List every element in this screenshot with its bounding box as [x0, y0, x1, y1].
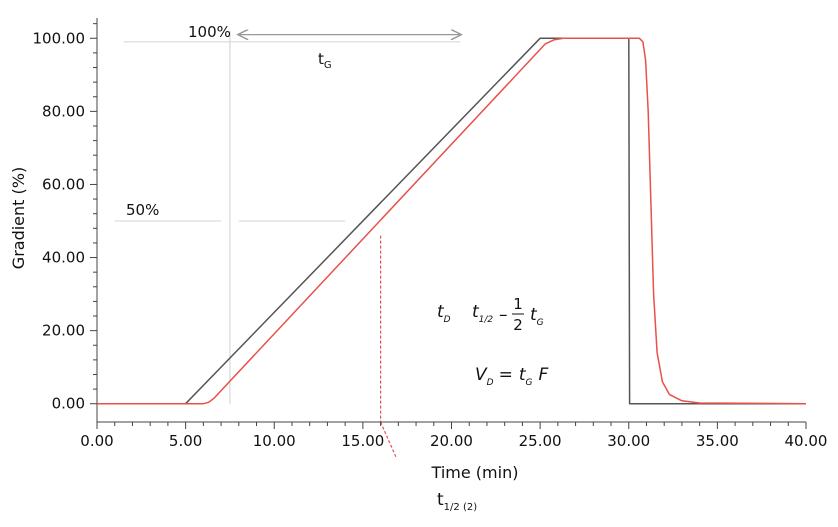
eq1-t: t [472, 302, 480, 322]
t-half-2-label: t1/2 (2) [437, 490, 477, 513]
t-half-2-t: t [437, 490, 444, 510]
y-tick-label: 0.00 [52, 395, 85, 413]
x-tick-label: 20.00 [430, 432, 473, 450]
eq2-equals: = [499, 365, 513, 385]
tg-sub: G [324, 60, 332, 71]
eq2-t-sub: G [526, 378, 533, 388]
x-tick-label: 15.00 [341, 432, 384, 450]
eq2-v-sub: D [487, 378, 494, 388]
eq1-t-sub: 1/2 [479, 315, 494, 325]
tg-t: t [318, 50, 324, 68]
y-axis-title: Gradient (%) [9, 167, 28, 269]
equation-vd: VD = tG F [475, 365, 548, 388]
label-50-percent: 50% [126, 201, 159, 219]
x-tick-label: 5.00 [169, 432, 202, 450]
x-axis-title: Time (min) [431, 463, 519, 482]
reference-lines [114, 31, 461, 459]
series-group [97, 37, 807, 405]
y-tick-label: 60.00 [42, 175, 85, 193]
y-tick-label: 100.00 [33, 29, 86, 47]
equation-fraction-numerator: 1 [513, 295, 523, 313]
eq2-v: V [475, 365, 488, 385]
y-tick-label: 80.00 [42, 102, 85, 120]
eq1-tg-sub: G [537, 318, 544, 328]
x-tick-label: 10.00 [253, 432, 296, 450]
label-100-percent: 100% [188, 23, 231, 41]
eq2-f: F [538, 365, 548, 385]
eq1-td-t: t [437, 302, 445, 322]
tg-label: tG [318, 50, 332, 71]
equation-t-half: t1/2 [472, 302, 493, 325]
x-tick-label: 30.00 [607, 432, 650, 450]
y-tick-label: 40.00 [42, 249, 85, 267]
eq1-td-sub: D [444, 315, 451, 325]
eq2-t: t [519, 365, 527, 385]
axes: 0.00 5.00 10.00 15.00 20.00 25.00 30.00 35.00 40… [33, 18, 828, 450]
equation-fraction-denominator: 2 [513, 316, 523, 334]
equation-minus: – [499, 305, 508, 325]
equation-tg: tG [530, 305, 544, 328]
x-tick-label: 35.00 [696, 432, 739, 450]
eq1-tg-t: t [530, 305, 538, 325]
series-line-delivered [97, 37, 807, 405]
x-tick-label: 0.00 [80, 432, 113, 450]
red-dashed-marker-tail [380, 421, 398, 459]
x-tick-label: 25.00 [519, 432, 562, 450]
x-tick-label: 40.00 [785, 432, 828, 450]
y-tick-label: 20.00 [42, 322, 85, 340]
equation-td: tD [437, 302, 451, 325]
t-half-2-sub: 1/2 (2) [444, 502, 478, 513]
